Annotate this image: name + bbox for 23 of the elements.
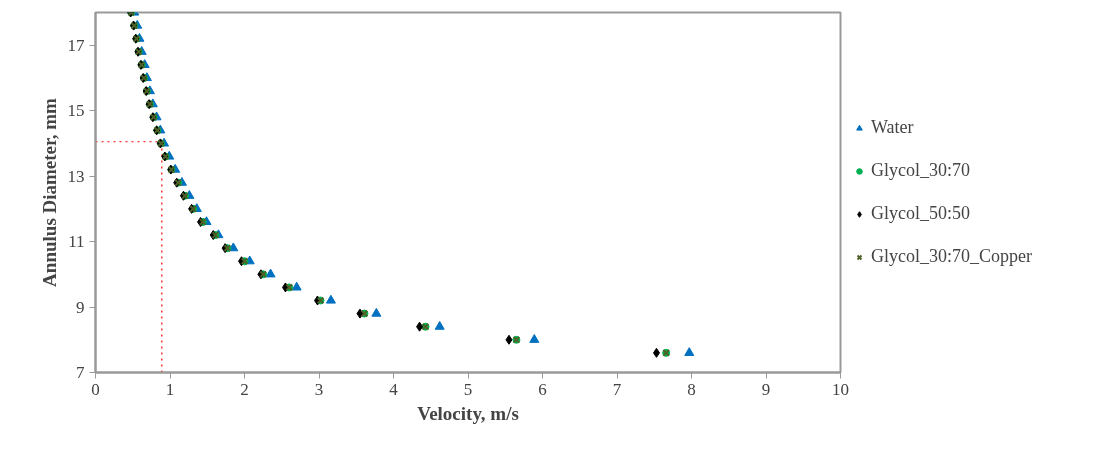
y-tick-label: 11 <box>68 232 85 252</box>
legend-label: Glycol_50:50 <box>871 203 970 224</box>
legend-label: Glycol_30:70 <box>871 160 970 181</box>
x-tick-label: 9 <box>761 379 771 399</box>
x-tick-label: 10 <box>832 379 849 399</box>
x-axis-title: Velocity, m/s <box>417 402 519 424</box>
x-tick-label: 7 <box>612 379 622 399</box>
x-tick-label: 2 <box>240 379 249 399</box>
y-tick-label: 17 <box>67 35 85 55</box>
y-tick-label: 13 <box>67 166 85 186</box>
legend-label: Glycol_30:70_Copper <box>871 246 1032 267</box>
y-tick-label: 9 <box>76 297 85 317</box>
x-tick-label: 4 <box>389 379 399 399</box>
x-tick-label: 6 <box>538 379 547 399</box>
y-tick-label: 7 <box>76 363 85 382</box>
x-tick-label: 3 <box>314 379 324 399</box>
x-tick-label: 0 <box>91 379 100 399</box>
legend-label: Water <box>871 117 914 138</box>
x-tick-label: 8 <box>687 379 696 399</box>
x-tick-label: 5 <box>463 379 473 399</box>
y-axis-title: Annulus Diameter, mm <box>38 97 60 287</box>
y-tick-label: 15 <box>67 101 85 121</box>
x-tick-label: 1 <box>165 379 175 399</box>
